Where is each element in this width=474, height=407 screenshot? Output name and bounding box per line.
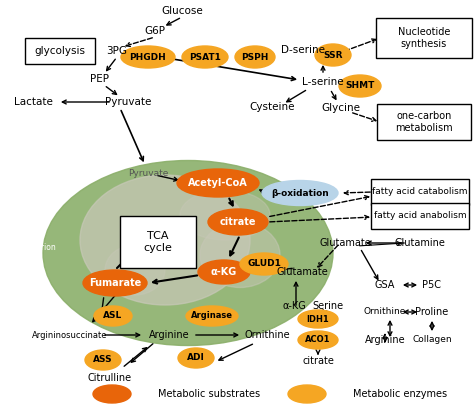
Ellipse shape xyxy=(43,160,333,346)
Ellipse shape xyxy=(339,75,381,97)
Text: mitochondrion: mitochondrion xyxy=(0,243,56,252)
Ellipse shape xyxy=(177,169,259,197)
FancyBboxPatch shape xyxy=(120,216,196,268)
Text: GLS: GLS xyxy=(380,214,400,223)
Text: GLUD1: GLUD1 xyxy=(247,260,281,269)
Ellipse shape xyxy=(80,175,250,305)
Text: Metabolic enzymes: Metabolic enzymes xyxy=(353,389,447,399)
Text: Ornithine: Ornithine xyxy=(364,308,406,317)
FancyBboxPatch shape xyxy=(377,104,471,140)
Text: fatty acid catabolism: fatty acid catabolism xyxy=(372,188,468,197)
Ellipse shape xyxy=(240,253,288,275)
Text: ASS: ASS xyxy=(93,355,113,365)
Ellipse shape xyxy=(94,306,132,326)
Ellipse shape xyxy=(235,46,275,68)
Text: PSPH: PSPH xyxy=(241,53,269,61)
Text: G6P: G6P xyxy=(145,26,165,36)
Text: PHGDH: PHGDH xyxy=(129,53,166,61)
Text: citrate: citrate xyxy=(220,217,256,227)
Text: L-serine: L-serine xyxy=(302,77,344,87)
Text: Arginine: Arginine xyxy=(149,330,189,340)
Text: Fumarate: Fumarate xyxy=(89,278,141,288)
Ellipse shape xyxy=(372,208,408,228)
Text: Arginine: Arginine xyxy=(365,335,405,345)
Text: Glutamine: Glutamine xyxy=(394,238,446,248)
Text: Metabolic substrates: Metabolic substrates xyxy=(158,389,260,399)
Ellipse shape xyxy=(288,385,326,403)
Text: Nucleotide
synthesis: Nucleotide synthesis xyxy=(398,27,450,49)
Ellipse shape xyxy=(121,46,175,68)
Ellipse shape xyxy=(186,306,238,326)
Text: P5C: P5C xyxy=(422,280,441,290)
Text: Ornithine: Ornithine xyxy=(244,330,290,340)
Text: Proline: Proline xyxy=(415,307,448,317)
Text: Citrulline: Citrulline xyxy=(88,373,132,383)
Text: Glycine: Glycine xyxy=(321,103,361,113)
Text: one-carbon
metabolism: one-carbon metabolism xyxy=(395,111,453,133)
FancyBboxPatch shape xyxy=(371,179,469,205)
Text: IDH1: IDH1 xyxy=(307,315,329,324)
Ellipse shape xyxy=(200,223,280,287)
Text: β-oxidation: β-oxidation xyxy=(271,188,329,197)
Text: TCA
cycle: TCA cycle xyxy=(144,231,173,253)
Ellipse shape xyxy=(105,245,165,295)
Ellipse shape xyxy=(198,260,250,284)
Ellipse shape xyxy=(315,44,351,66)
Text: Collagen: Collagen xyxy=(412,335,452,344)
FancyBboxPatch shape xyxy=(371,203,469,229)
Text: 3PG: 3PG xyxy=(107,46,128,56)
Ellipse shape xyxy=(93,385,131,403)
Ellipse shape xyxy=(208,209,268,235)
Text: Serine: Serine xyxy=(312,301,344,311)
Text: Pyruvate: Pyruvate xyxy=(105,97,151,107)
Text: D-serine: D-serine xyxy=(281,45,325,55)
FancyBboxPatch shape xyxy=(376,18,472,58)
Text: Glutamate: Glutamate xyxy=(319,238,371,248)
Text: SSR: SSR xyxy=(323,50,343,59)
FancyBboxPatch shape xyxy=(25,38,95,64)
Text: α-KG: α-KG xyxy=(282,301,306,311)
Text: PEP: PEP xyxy=(91,74,109,84)
Ellipse shape xyxy=(178,348,214,368)
Ellipse shape xyxy=(298,310,338,328)
Text: Lactate: Lactate xyxy=(14,97,53,107)
Ellipse shape xyxy=(298,331,338,349)
Text: GSA: GSA xyxy=(375,280,395,290)
Text: α-KG: α-KG xyxy=(211,267,237,277)
Text: PSAT1: PSAT1 xyxy=(189,53,221,61)
Text: glycolysis: glycolysis xyxy=(35,46,85,56)
Ellipse shape xyxy=(180,190,270,240)
Text: Argininosuccinate: Argininosuccinate xyxy=(32,330,108,339)
Text: SHMT: SHMT xyxy=(346,81,374,90)
Text: Acetyl-CoA: Acetyl-CoA xyxy=(188,178,248,188)
Text: ADI: ADI xyxy=(187,354,205,363)
Text: ASL: ASL xyxy=(103,311,123,320)
Ellipse shape xyxy=(182,46,228,68)
Text: Pyruvate: Pyruvate xyxy=(128,168,168,177)
Text: Arginase: Arginase xyxy=(191,311,233,320)
Text: ACO1: ACO1 xyxy=(305,335,331,344)
Text: citrate: citrate xyxy=(302,356,334,366)
Ellipse shape xyxy=(262,180,338,206)
Ellipse shape xyxy=(83,270,147,296)
Text: Cysteine: Cysteine xyxy=(249,102,295,112)
Text: fatty acid anabolism: fatty acid anabolism xyxy=(374,212,466,221)
Text: Glutamate: Glutamate xyxy=(276,267,328,277)
Text: Glucose: Glucose xyxy=(161,6,203,16)
Ellipse shape xyxy=(85,350,121,370)
